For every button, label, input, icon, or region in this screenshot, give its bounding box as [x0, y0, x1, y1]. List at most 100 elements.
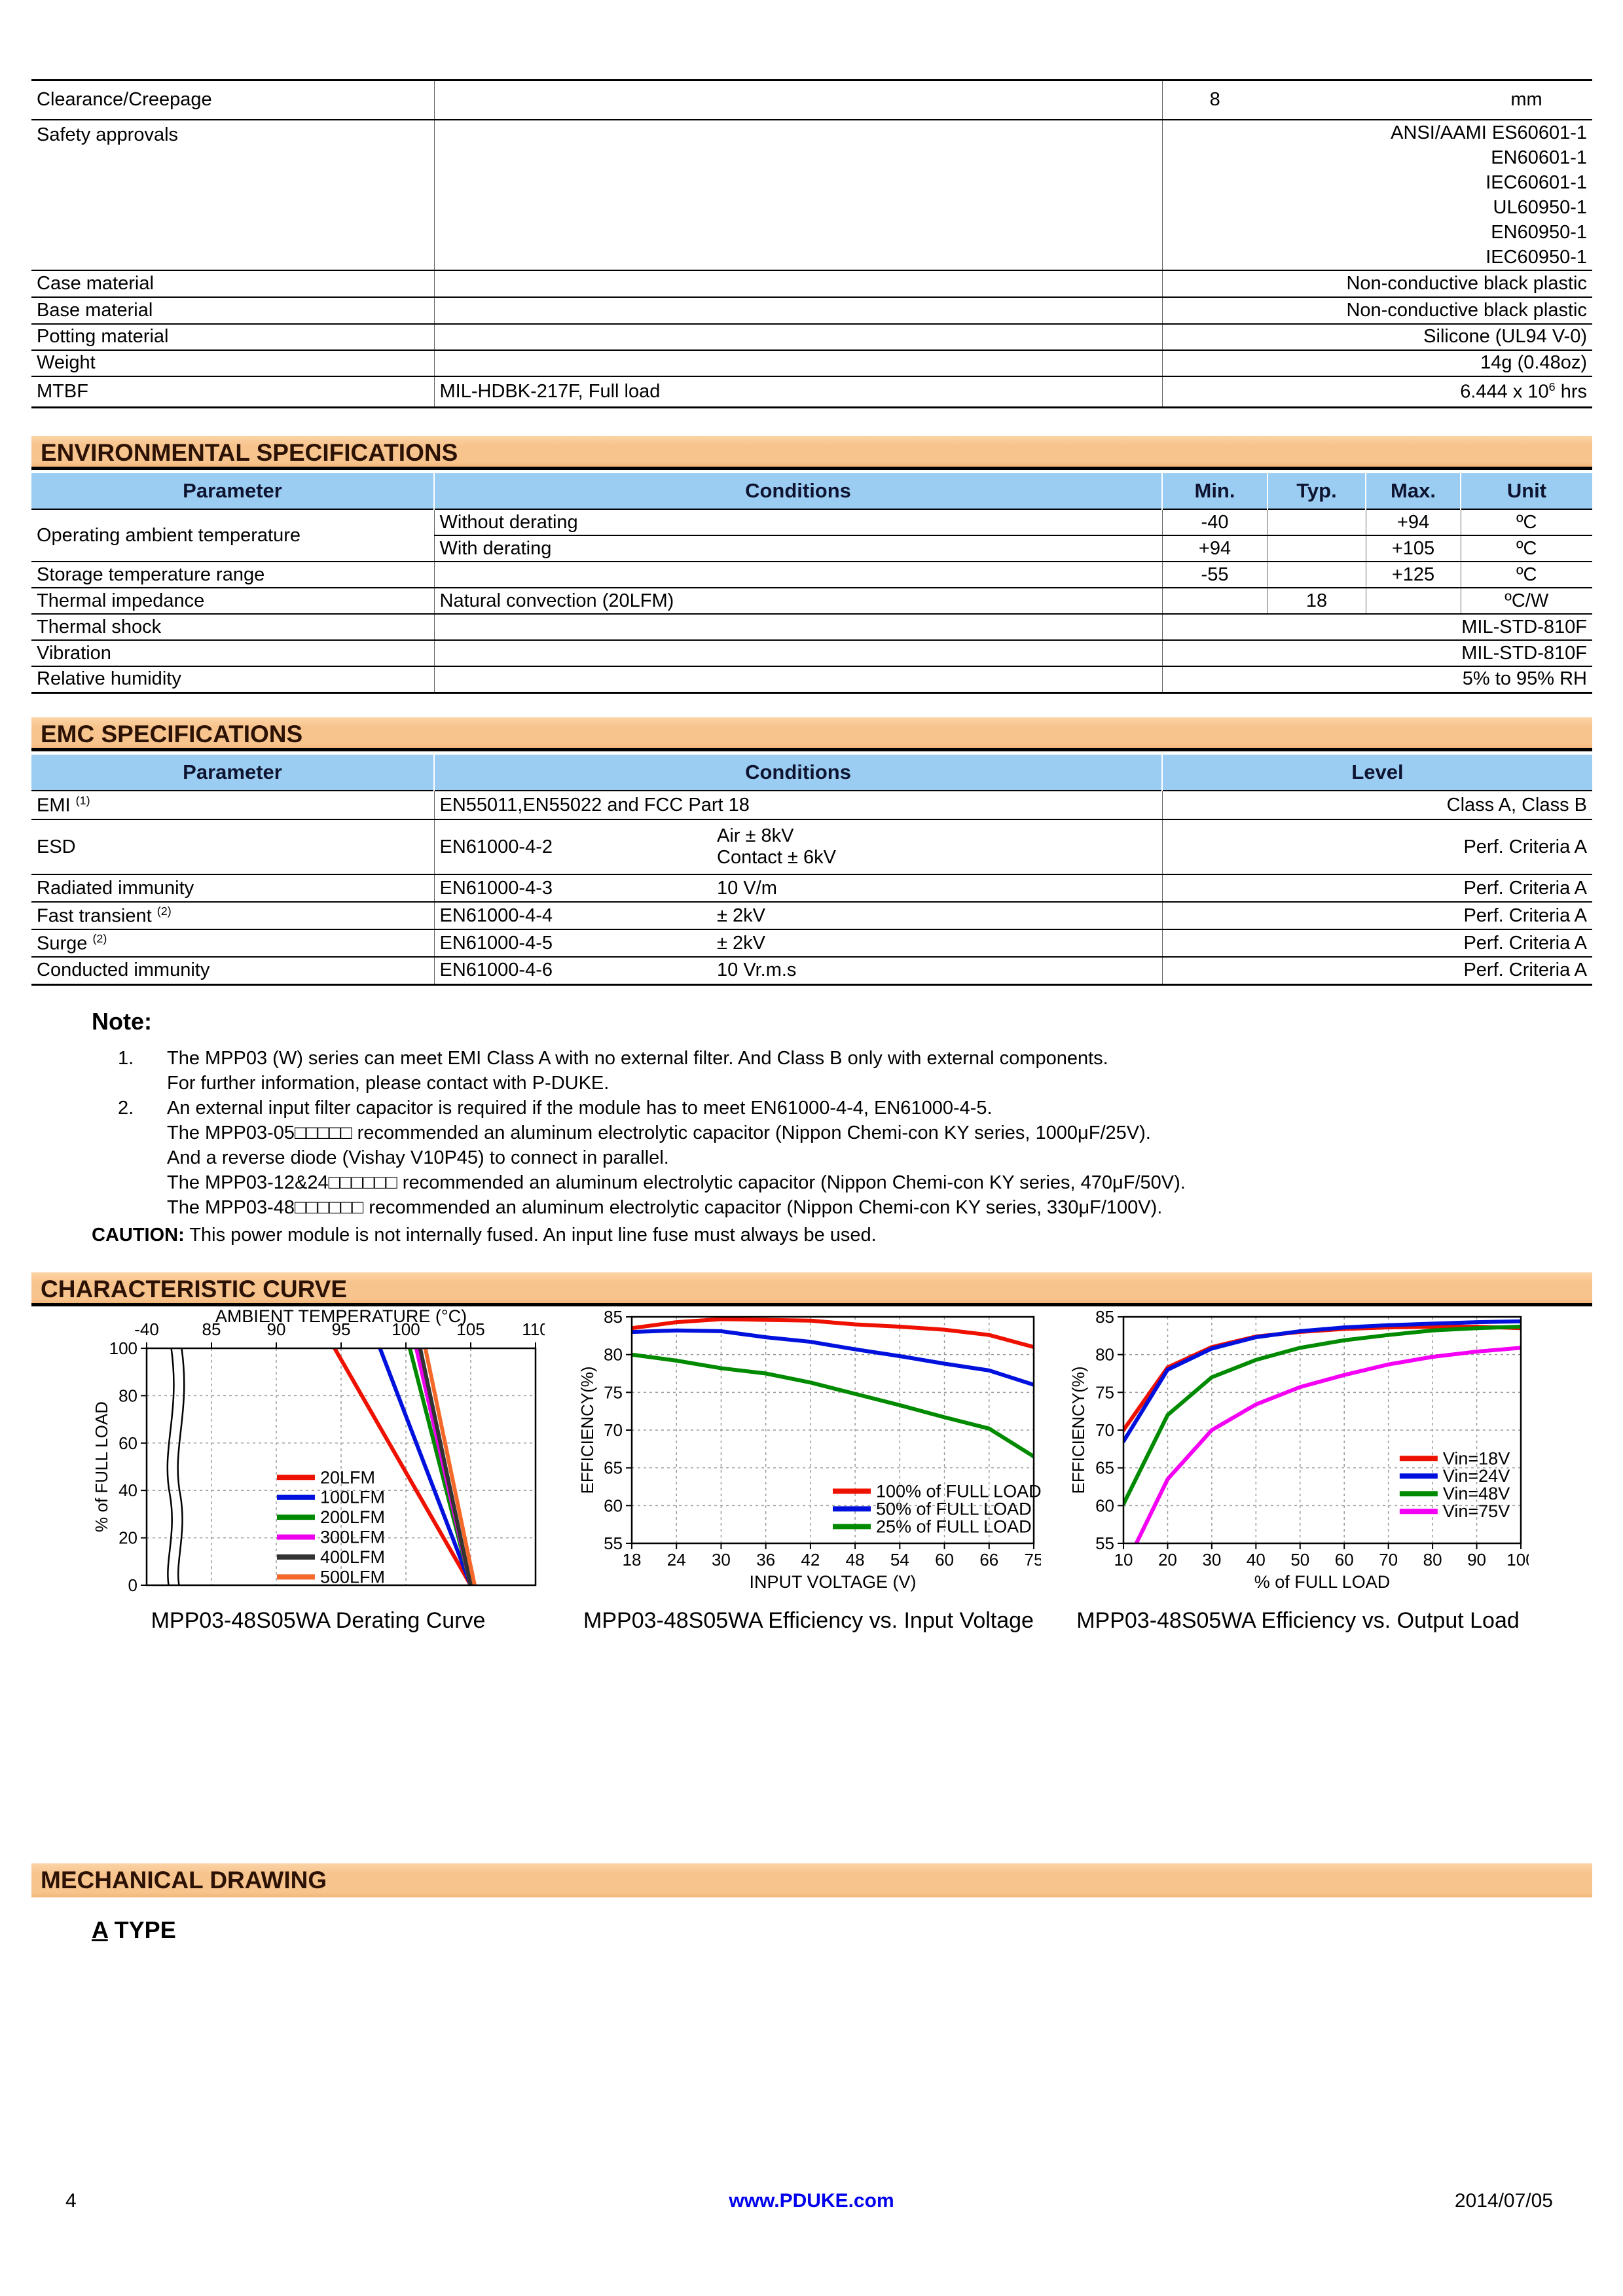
svg-text:EFFICIENCY(%): EFFICIENCY(%) [1068, 1367, 1088, 1494]
svg-text:18: 18 [623, 1550, 642, 1570]
svg-text:-40: -40 [134, 1319, 159, 1339]
param-cell: Radiated immunity [31, 874, 435, 902]
note-item-1: 1. The MPP03 (W) series can meet EMI Cla… [92, 1046, 1552, 1096]
param-cell: Safety approvals [31, 118, 435, 270]
svg-text:EFFICIENCY(%): EFFICIENCY(%) [577, 1367, 597, 1494]
svg-text:% of FULL LOAD: % of FULL LOAD [1254, 1572, 1391, 1592]
typ-cell: 18 [1267, 587, 1366, 614]
conditions-value-cell: 10 Vr.m.s [712, 956, 1163, 984]
svg-text:36: 36 [756, 1550, 775, 1570]
conditions-cell [434, 323, 1163, 350]
table-row: Relative humidity 5% to 95% RH [31, 666, 1592, 692]
caution-label: CAUTION: [92, 1225, 185, 1246]
derating-curve-figure: -40 85 90 95 100 105 110 0 20 40 60 80 100 AMBIENT TE… [92, 1306, 549, 1634]
table-row: Thermal shock MIL-STD-810F [31, 613, 1592, 640]
chart-caption: MPP03-48S05WA Efficiency vs. Input Volta… [583, 1608, 1034, 1633]
typ-cell [1267, 561, 1366, 588]
conditions-cell [434, 666, 1163, 692]
svg-text:25% of FULL LOAD: 25% of FULL LOAD [876, 1516, 1032, 1536]
table-row: Fast transient (2) EN61000-4-4 ± 2kV Per… [31, 901, 1593, 929]
svg-text:60: 60 [935, 1550, 954, 1570]
environmental-table-wrap: Parameter Conditions Min. Typ. Max. Unit… [31, 473, 1592, 694]
svg-text:Vin=75V: Vin=75V [1443, 1501, 1510, 1521]
svg-text:70: 70 [1095, 1420, 1114, 1440]
typ-cell [1267, 509, 1366, 535]
efficiency-vs-input-voltage-figure: 18 24 30 36 42 48 54 60 66 75 55 60 65 70 75 80 85 INPUT … [576, 1306, 1043, 1634]
table-row: With derating +94 +105 ºC [31, 535, 1592, 562]
note-line: The MPP03 (W) series can meet EMI Class … [167, 1048, 1108, 1069]
unit-cell: ºC [1461, 509, 1592, 535]
param-cell: EMI (1) [31, 790, 435, 819]
header-conditions: Conditions [434, 473, 1163, 509]
svg-text:80: 80 [119, 1386, 137, 1405]
note-item-number: 2. [118, 1098, 134, 1119]
conditions-cell: Without derating [434, 509, 1163, 535]
value-cell: 14g (0.48oz) [1162, 349, 1592, 376]
unit-cell: ºC [1461, 561, 1592, 588]
note-line: An external input filter capacitor is re… [167, 1098, 993, 1119]
type-a-heading: A TYPE [92, 1916, 176, 1943]
param-cell: Thermal impedance [31, 587, 435, 614]
value-cell: Non-conductive black plastic [1162, 296, 1592, 324]
svg-text:500LFM: 500LFM [320, 1567, 385, 1587]
header-typ: Typ. [1267, 473, 1366, 509]
svg-text:100% of FULL LOAD: 100% of FULL LOAD [876, 1481, 1041, 1501]
svg-text:20: 20 [1158, 1550, 1177, 1570]
svg-text:INPUT VOLTAGE (V): INPUT VOLTAGE (V) [749, 1572, 916, 1592]
header-level: Level [1162, 755, 1593, 791]
table-row: Conducted immunity EN61000-4-6 10 Vr.m.s… [31, 956, 1593, 984]
param-cell: Potting material [31, 323, 435, 350]
param-cell: Storage temperature range [31, 561, 435, 588]
max-cell [1366, 81, 1461, 120]
typ-cell [1267, 535, 1366, 562]
max-cell: +125 [1366, 561, 1461, 588]
value-cell: MIL-STD-810F [1162, 613, 1592, 640]
table-row: Clearance/Creepage 8 mm [31, 80, 1592, 120]
header-max: Max. [1366, 473, 1461, 509]
header-parameter: Parameter [31, 473, 435, 509]
param-cell: MTBF [31, 375, 435, 408]
footer-link[interactable]: www.PDUKE.com [729, 2190, 894, 2212]
level-cell: Perf. Criteria A [1162, 819, 1593, 874]
conditions-cell: EN55011,EN55022 and FCC Part 18 [434, 790, 1163, 819]
note-line: The MPP03-48□□□□□□ recommended an alumin… [167, 1197, 1163, 1218]
min-cell: -40 [1162, 509, 1268, 535]
general-spec-table-wrap: Clearance/Creepage 8 mm Safety approvals… [31, 79, 1592, 408]
table-row: Case material Non-conductive black plast… [31, 269, 1592, 297]
svg-text:0: 0 [128, 1575, 137, 1595]
table-row: Potting material Silicone (UL94 V-0) [31, 323, 1592, 350]
svg-text:85: 85 [1095, 1307, 1114, 1327]
general-spec-table: Clearance/Creepage 8 mm Safety approvals… [31, 79, 1592, 408]
svg-text:400LFM: 400LFM [320, 1547, 385, 1567]
param-cell: Thermal shock [31, 613, 435, 640]
param-cell: Conducted immunity [31, 956, 435, 984]
note-item-number: 1. [118, 1048, 134, 1069]
min-cell: +94 [1162, 535, 1268, 562]
level-cell: Perf. Criteria A [1162, 929, 1593, 957]
conditions-value-cell: 10 V/m [712, 874, 1163, 902]
header-parameter: Parameter [31, 755, 435, 791]
page-number: 4 [65, 2190, 77, 2212]
svg-text:24: 24 [667, 1550, 686, 1570]
svg-text:50: 50 [1290, 1550, 1309, 1570]
efficiency-vs-input-voltage-chart: 18 24 30 36 42 48 54 60 66 75 55 60 65 70 75 80 85 INPUT … [577, 1307, 1043, 1592]
efficiency-vs-output-load-figure: 10 20 30 40 50 60 70 80 90 100 55 60 65 70 75 80 85 % of … [1067, 1306, 1535, 1634]
conditions-cell [434, 639, 1163, 666]
param-cell: Vibration [31, 639, 435, 666]
svg-text:40: 40 [119, 1480, 137, 1500]
conditions-std-cell: EN61000-4-5 [434, 929, 712, 957]
level-cell: Perf. Criteria A [1162, 956, 1593, 984]
conditions-std-cell: EN61000-4-2 [434, 819, 712, 874]
conditions-cell [434, 296, 1163, 324]
conditions-cell [434, 80, 1163, 120]
svg-text:90: 90 [1467, 1550, 1486, 1570]
value-cell: ANSI/AAMI ES60601-1 EN60601-1 IEC60601-1… [1162, 118, 1592, 270]
min-cell [1162, 587, 1268, 614]
conditions-cell: With derating [434, 535, 1163, 562]
conditions-cell [434, 269, 1163, 297]
svg-text:% of FULL LOAD: % of FULL LOAD [92, 1401, 111, 1532]
header-conditions: Conditions [434, 755, 1163, 791]
svg-text:Vin=18V: Vin=18V [1443, 1448, 1510, 1468]
table-row: Weight 14g (0.48oz) [31, 349, 1592, 376]
